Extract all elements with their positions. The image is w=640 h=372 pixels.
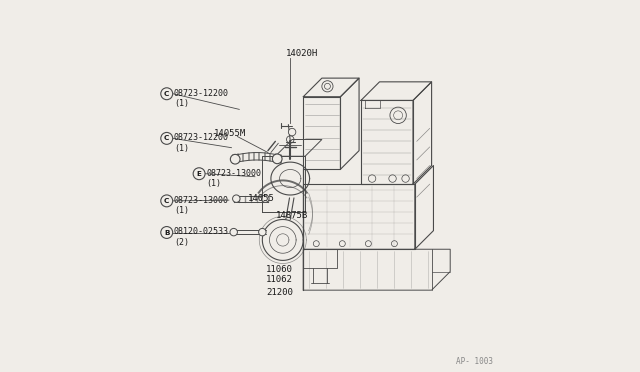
- Text: (1): (1): [206, 179, 221, 188]
- Circle shape: [289, 128, 296, 136]
- Text: E: E: [196, 171, 202, 177]
- Text: C: C: [164, 198, 170, 204]
- Text: AP- 1003: AP- 1003: [456, 357, 493, 366]
- Text: 14055: 14055: [248, 194, 275, 203]
- Polygon shape: [361, 100, 413, 184]
- Text: 21200: 21200: [266, 288, 293, 297]
- Circle shape: [161, 227, 173, 238]
- Circle shape: [161, 132, 173, 144]
- Text: 11060: 11060: [266, 265, 293, 274]
- Polygon shape: [303, 184, 415, 249]
- Circle shape: [230, 228, 237, 236]
- Polygon shape: [303, 97, 340, 169]
- Text: 11062: 11062: [266, 275, 293, 283]
- Circle shape: [259, 228, 266, 236]
- Polygon shape: [361, 82, 431, 100]
- Text: 08723-12200: 08723-12200: [174, 133, 229, 142]
- Circle shape: [230, 154, 240, 164]
- Text: C: C: [164, 91, 170, 97]
- Circle shape: [193, 168, 205, 180]
- Text: 14020H: 14020H: [286, 49, 318, 58]
- Polygon shape: [415, 166, 433, 249]
- Text: (1): (1): [174, 99, 189, 108]
- Text: 08723-13000: 08723-13000: [174, 196, 229, 205]
- Text: B: B: [164, 230, 170, 235]
- Polygon shape: [413, 82, 431, 184]
- Text: (2): (2): [174, 238, 189, 247]
- Text: 08120-02533: 08120-02533: [174, 227, 229, 236]
- Circle shape: [161, 195, 173, 207]
- Circle shape: [161, 88, 173, 100]
- Text: (1): (1): [174, 144, 189, 153]
- Text: 14055M: 14055M: [214, 129, 246, 138]
- Text: 14875B: 14875B: [276, 211, 308, 220]
- Circle shape: [232, 195, 240, 202]
- Polygon shape: [303, 78, 359, 97]
- Circle shape: [273, 154, 282, 164]
- Text: C: C: [164, 135, 170, 141]
- Text: 08723-13000: 08723-13000: [206, 169, 261, 177]
- Polygon shape: [340, 78, 359, 169]
- Text: (1): (1): [174, 206, 189, 215]
- Text: 08723-12200: 08723-12200: [174, 89, 229, 97]
- Circle shape: [262, 195, 269, 202]
